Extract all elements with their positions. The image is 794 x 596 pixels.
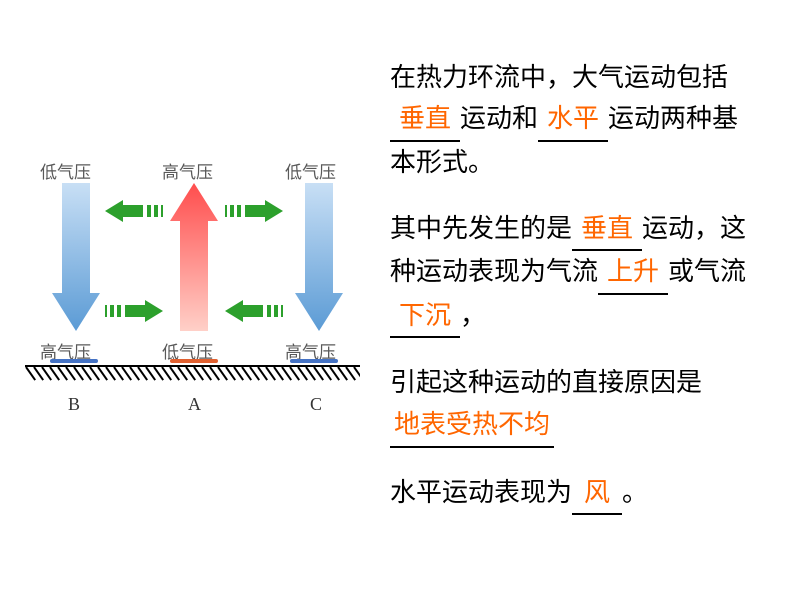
text: 其中先发生的是 [390, 213, 572, 243]
answer-sink: 下沉 [399, 300, 451, 330]
letter-B: B [68, 394, 80, 415]
letter-A: A [188, 394, 201, 415]
paragraph-3: 引起这种运动的直接原因是地表受热不均 [390, 362, 764, 447]
answer-wind: 风 [584, 477, 610, 507]
answer-vertical-1: 垂直 [399, 103, 451, 133]
answer-horizontal: 水平 [547, 103, 599, 133]
answer-rise: 上升 [607, 256, 659, 286]
text: 水平运动表现为 [390, 477, 572, 507]
thermal-circulation-diagram: 低气压 高气压 低气压 [10, 158, 380, 498]
green-arrow-top-left [105, 200, 163, 222]
text: 。 [622, 477, 648, 507]
heat-line-left [50, 359, 98, 363]
explanation-text: 在热力环流中，大气运动包括垂直运动和水平运动两种基本形式。 其中先发生的是垂直运… [380, 37, 794, 559]
label-top-right: 低气压 [285, 158, 336, 183]
text: ， [460, 300, 486, 330]
heat-line-center [170, 359, 218, 363]
answer-cause: 地表受热不均 [394, 409, 550, 439]
blue-arrow-down-left [52, 183, 100, 331]
text: 或气流 [668, 256, 746, 286]
blue-arrow-down-right [295, 183, 343, 331]
green-arrow-bottom-right [225, 300, 283, 322]
label-top-center: 高气压 [162, 158, 213, 183]
ground-surface [25, 365, 360, 383]
text: 引起这种运动的直接原因是 [390, 367, 702, 397]
heat-line-right [290, 359, 338, 363]
text: 运动和 [460, 103, 538, 133]
red-arrow-up-center [170, 183, 218, 331]
answer-vertical-2: 垂直 [581, 213, 633, 243]
paragraph-1: 在热力环流中，大气运动包括垂直运动和水平运动两种基本形式。 [390, 57, 764, 184]
letter-C: C [310, 394, 322, 415]
paragraph-2: 其中先发生的是垂直运动，这种运动表现为气流上升或气流下沉， [390, 208, 764, 339]
paragraph-4: 水平运动表现为风。 [390, 472, 764, 516]
green-arrow-top-right [225, 200, 283, 222]
green-arrow-bottom-left [105, 300, 163, 322]
text: 在热力环流中，大气运动包括 [390, 62, 728, 92]
label-top-left: 低气压 [40, 158, 91, 183]
